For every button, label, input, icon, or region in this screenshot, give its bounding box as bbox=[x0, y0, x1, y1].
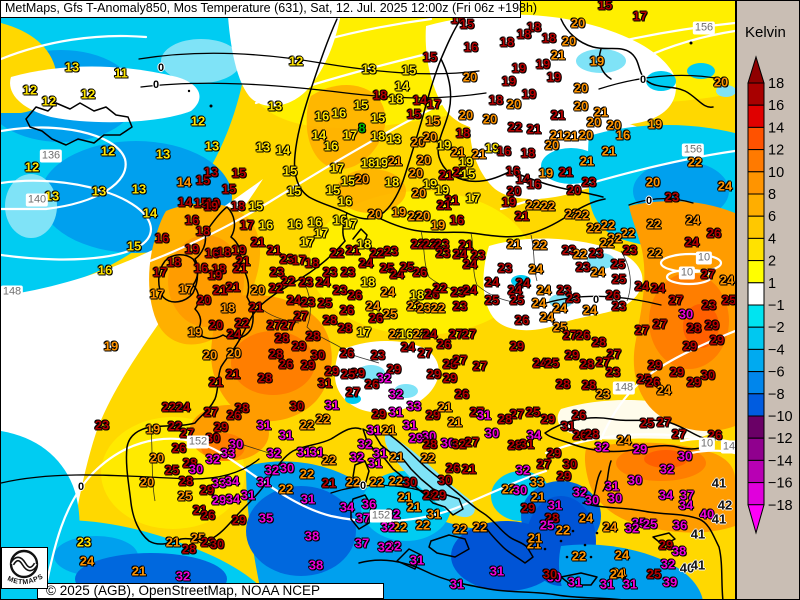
legend-color-box bbox=[747, 260, 765, 284]
legend-tick-label: −1 bbox=[768, 298, 785, 314]
footer-bar: © 2025 (AGB), OpenStreetMap, NOAA NCEP bbox=[37, 583, 384, 599]
legend-tick-label: 4 bbox=[768, 231, 776, 247]
legend-color-box bbox=[747, 171, 765, 195]
legend-tick-label: 12 bbox=[768, 143, 784, 159]
legend-color-box bbox=[747, 126, 765, 151]
legend-color-box bbox=[747, 371, 765, 395]
legend-color-box bbox=[747, 326, 765, 350]
legend-tick-label: −8 bbox=[768, 387, 785, 403]
legend-tick-label: −14 bbox=[768, 453, 793, 469]
logo-text: METMAPS bbox=[6, 573, 44, 586]
legend-arrow-bottom-icon bbox=[747, 504, 765, 535]
map-canvas: 13 11 12 12 12 12 13 12 12 13 13 13 13 12 13 13 13 14 14 15… bbox=[1, 1, 738, 599]
kelvin-color-scale: Kelvin 18 16 14 12 10 8 6 4 2 1 −1 −2 −4 −6 −8 −10 −12 −14… bbox=[745, 24, 793, 535]
legend-tick-label: −4 bbox=[768, 342, 785, 358]
legend-color-box bbox=[747, 193, 765, 217]
legend-tick-label: −16 bbox=[768, 476, 793, 492]
legend-color-box bbox=[747, 459, 765, 484]
title-bar: MetMaps, Gfs T-Anomaly850, Mos Temperatu… bbox=[1, 1, 537, 18]
legend-tick-label: 2 bbox=[768, 254, 776, 270]
svg-text:METMAPS: METMAPS bbox=[6, 573, 44, 586]
legend-color-box bbox=[747, 104, 765, 128]
legend-tick-label: 18 bbox=[768, 76, 784, 92]
legend-color-box bbox=[747, 215, 765, 239]
legend-tick-label: −12 bbox=[768, 431, 793, 447]
legend-tick-label: 8 bbox=[768, 187, 776, 203]
legend-color-box bbox=[747, 149, 765, 173]
legend-title: Kelvin bbox=[745, 24, 786, 41]
metmaps-logo: METMAPS bbox=[1, 547, 48, 589]
legend-tick-label: −2 bbox=[768, 320, 785, 336]
map-title: MetMaps, Gfs T-Anomaly850, Mos Temperatu… bbox=[5, 1, 538, 15]
metmaps-logo-icon: METMAPS bbox=[6, 549, 44, 586]
legend-color-box bbox=[747, 282, 765, 306]
legend-tick-label: −18 bbox=[768, 498, 793, 514]
legend-panel: Kelvin 18 16 14 12 10 8 6 4 2 1 −1 −2 −4 −6 −8 −10 −12 −14… bbox=[735, 1, 799, 599]
legend-color-box bbox=[747, 237, 765, 262]
legend-color-box bbox=[747, 348, 765, 373]
legend-tick-label: −10 bbox=[768, 409, 793, 425]
legend-color-box bbox=[747, 304, 765, 328]
legend-tick-label: 14 bbox=[768, 120, 784, 136]
legend-arrow-top-icon bbox=[747, 55, 765, 84]
map-graphic bbox=[1, 1, 735, 599]
legend-color-box bbox=[747, 415, 765, 439]
legend-tick-label: −6 bbox=[768, 365, 785, 381]
legend-color-box bbox=[747, 437, 765, 461]
legend-color-box bbox=[747, 393, 765, 417]
legend-color-box bbox=[747, 82, 765, 106]
legend-tick-label: 1 bbox=[768, 276, 776, 292]
legend-tick-label: 10 bbox=[768, 165, 784, 181]
copyright-text: © 2025 (AGB), OpenStreetMap, NOAA NCEP bbox=[46, 583, 321, 598]
legend-tick-label: 16 bbox=[768, 98, 784, 114]
legend-tick-label: 6 bbox=[768, 209, 776, 225]
legend-color-box bbox=[747, 482, 765, 506]
